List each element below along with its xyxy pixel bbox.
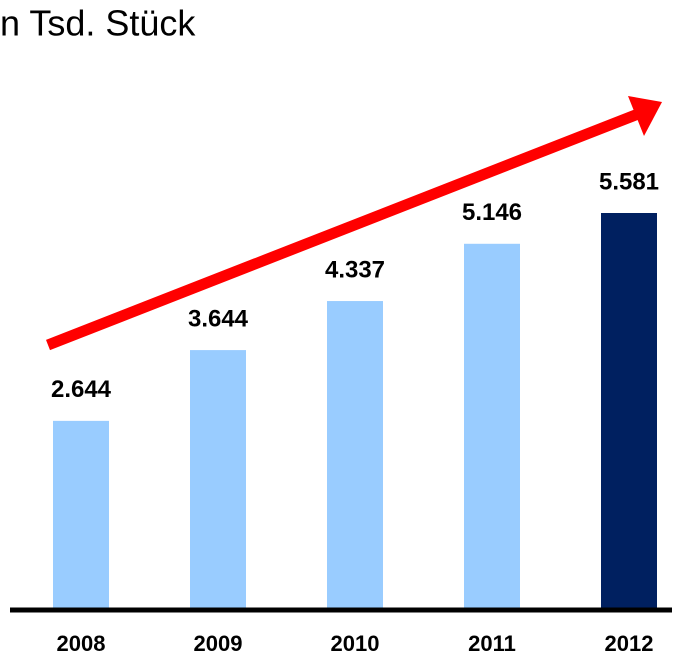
x-tick-label: 2011 [468,631,516,656]
bar [190,350,246,608]
x-tick-label: 2010 [331,631,380,656]
value-label: 5.581 [599,168,659,195]
bar [53,420,109,608]
arrow-head [628,96,662,136]
x-tick-label: 2008 [57,631,106,656]
value-label: 4.337 [325,256,385,283]
bar [601,213,657,608]
bar [327,301,383,608]
value-label: 5.146 [462,199,522,226]
value-label: 3.644 [188,305,249,332]
trend-arrow [45,108,641,351]
x-tick-label: 2012 [605,631,654,656]
chart-title: n Tsd. Stück [0,3,196,44]
x-tick-label: 2009 [194,631,243,656]
value-label: 2.644 [51,376,112,403]
bar [464,243,520,609]
